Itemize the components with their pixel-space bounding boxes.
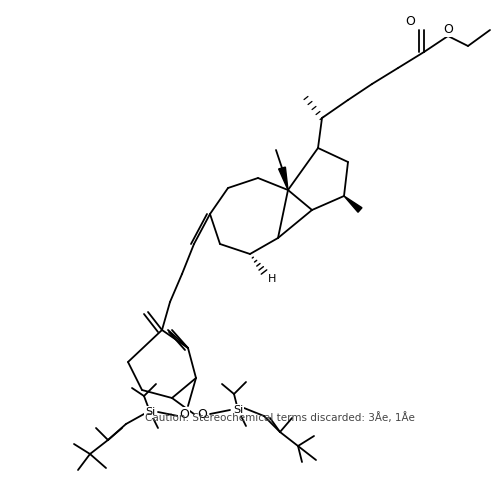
Text: Si: Si — [145, 407, 155, 417]
Polygon shape — [344, 196, 362, 212]
Text: O: O — [179, 407, 189, 420]
Text: Caution: Stereochemical terms discarded: 3Åe, 1Åe: Caution: Stereochemical terms discarded:… — [145, 413, 415, 423]
Polygon shape — [279, 167, 288, 190]
Text: Si: Si — [233, 405, 243, 415]
Text: O: O — [197, 407, 207, 420]
Text: O: O — [443, 23, 453, 36]
Text: H: H — [268, 274, 276, 284]
Text: O: O — [405, 16, 415, 29]
